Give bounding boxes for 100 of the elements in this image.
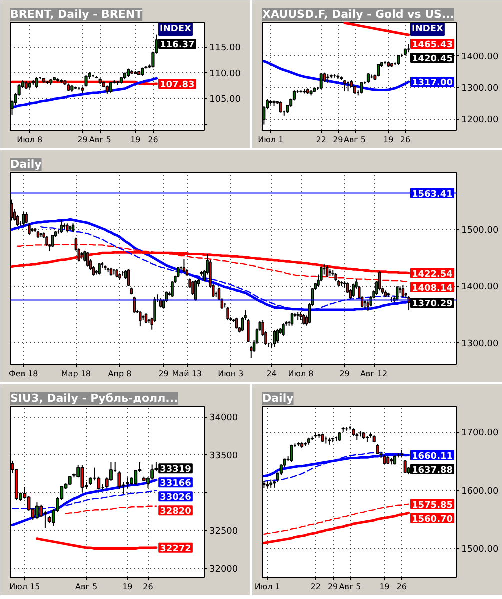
y-tick-label: 1600.00 [462,486,499,497]
candlestick [44,510,48,529]
x-tick-label: Апр 8 [108,370,132,378]
data-label: 33026 [160,493,192,504]
candlestick [139,311,142,327]
data-label: 1408.14 [412,284,453,294]
y-tick-label: 1500.00 [462,226,499,236]
x-tick-label: Июл 1 [254,582,280,592]
candlestick [194,280,198,302]
data-label: 32820 [160,507,192,518]
candlestick [226,306,230,321]
text: 1420.45 [412,54,454,64]
x-tick-label: 26 [148,136,158,144]
candlestick [35,502,39,520]
text: 1637.88 [412,466,454,476]
candlestick [290,444,294,463]
y-tick-label: 1700.00 [462,428,499,439]
x-tick-label: Авг 5 [76,582,98,592]
candlestick [80,465,84,492]
x-tick-label: Мар 18 [61,370,91,378]
text: 1370.29 [412,299,453,310]
x-tick-label: Июн 3 [218,370,244,378]
data-label: 1317.00 [412,78,454,89]
chart-title: BRENT, Daily - BRENT [10,8,144,21]
x-tick-label: Июл 8 [288,370,314,378]
candlestick [51,234,54,248]
x-tick-label: Фев 18 [9,370,38,378]
chart-title: Daily [262,392,294,405]
text: 33319 [160,465,192,476]
y-tick-label: 1200.00 [462,116,499,126]
x-tick-label: 22 [316,136,326,144]
data-label: 1422.54 [412,270,453,280]
x-tick-label: Июл 8 [17,136,43,144]
candlestick [404,460,407,474]
candlestick [84,74,88,88]
candlestick [320,72,323,90]
y-tick-label: 34000 [210,414,238,424]
x-tick-label: 19 [122,582,133,592]
candlestick [126,477,130,489]
line-series [11,77,158,109]
x-tick-label: Авг 5 [89,136,112,144]
x-tick-label: 29 [328,582,338,592]
x-tick-label: 19 [380,582,390,592]
x-tick-label: 29 [158,370,169,378]
data-label: 1560.70 [412,514,454,525]
x-tick-label: 22 [310,582,321,592]
data-label: 33166 [160,479,192,490]
x-tick-label: 19 [130,136,141,144]
text: INDEX [412,24,444,34]
candlestick [377,63,380,78]
candlestick [250,346,253,359]
x-tick-label: Авг 5 [339,582,362,592]
x-tick-label: Авг 5 [344,136,366,144]
text: INDEX [160,24,192,34]
candlestick [402,285,405,298]
y-tick-label: 1500.00 [462,544,499,555]
x-tick-label: 29 [333,136,344,144]
candlestick [273,330,276,348]
candlestick [302,314,306,326]
x-tick-label: Июл 1 [258,136,284,144]
x-tick-label: 26 [143,582,154,592]
x-tick-label: 29 [78,136,88,144]
y-tick-label: 115.00 [210,44,242,54]
candlestick [66,223,69,234]
data-label: 1660.11 [412,452,454,462]
candlestick [182,258,186,273]
y-tick-label: 33500 [210,451,238,462]
chart-title: XAUUSD.F, Daily - Gold vs US... [262,8,454,21]
x-tick-label: Май 13 [172,370,202,378]
y-tick-label: 1300.00 [462,84,499,94]
x-tick-label: 26 [396,582,407,592]
candlestick [127,268,130,287]
y-tick-label: 110.00 [210,69,242,80]
y-tick-label: 1300.00 [462,339,499,350]
candlestick [279,101,283,114]
x-tick-label: 24 [266,370,277,378]
candlestick [134,470,138,486]
candlestick [366,299,370,312]
candlestick [118,471,122,490]
y-tick-label: 1400.00 [462,282,499,293]
candlestick [109,82,112,94]
candlestick [192,280,194,296]
chart-title: SIU3, Daily - Рубль-долл... [10,392,178,405]
chart-title: Daily [10,158,42,171]
candlestick [25,212,28,224]
y-tick-label: 105.00 [210,95,242,106]
candlestick [290,312,294,326]
x-tick-label: Авг 12 [360,370,388,378]
data-label: 32272 [160,544,192,554]
x-tick-label: 29 [340,370,350,378]
data-label: 107.83 [160,80,195,91]
data-label: 1465.43 [412,40,454,50]
y-tick-label: 32000 [210,564,238,575]
candlestick [352,283,355,298]
line-series [344,22,410,36]
candlestick [133,296,136,314]
candlestick [396,286,399,302]
data-label: 1575.85 [412,500,454,511]
y-tick-label: 1400.00 [462,52,499,62]
ref-line-label: 1563.41 [412,190,453,200]
